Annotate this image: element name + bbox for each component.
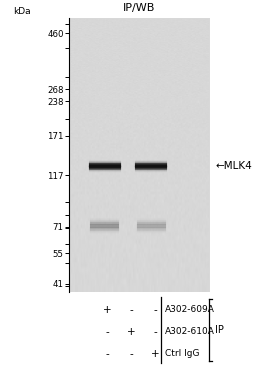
Text: kDa: kDa — [13, 7, 30, 16]
Text: A302-610A: A302-610A — [165, 327, 215, 336]
Text: IP: IP — [215, 325, 224, 335]
Text: +: + — [103, 305, 111, 315]
Text: ←MLK4: ←MLK4 — [216, 161, 252, 171]
Title: IP/WB: IP/WB — [123, 3, 156, 14]
Text: Ctrl IgG: Ctrl IgG — [165, 349, 199, 358]
Text: -: - — [153, 327, 157, 337]
Text: -: - — [153, 305, 157, 315]
Text: -: - — [105, 327, 109, 337]
Text: A302-609A: A302-609A — [165, 305, 215, 314]
Text: +: + — [151, 349, 159, 359]
Text: -: - — [129, 305, 133, 315]
Text: -: - — [105, 349, 109, 359]
Text: -: - — [129, 349, 133, 359]
Text: +: + — [127, 327, 135, 337]
